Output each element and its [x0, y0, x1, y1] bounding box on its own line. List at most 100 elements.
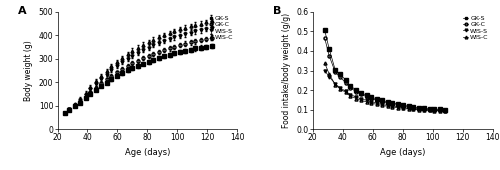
GK-S	[389, 102, 395, 104]
WIS-C	[395, 107, 401, 109]
WIS-C	[400, 107, 406, 109]
WIS-C	[406, 108, 411, 110]
GK-S	[347, 85, 353, 87]
WIS-C	[437, 110, 443, 112]
Line: GK-C: GK-C	[323, 37, 446, 112]
GK-C	[322, 37, 328, 39]
WIS-C	[442, 110, 448, 112]
WIS-C	[389, 106, 395, 108]
GK-S	[400, 104, 406, 106]
WIS-S	[426, 109, 432, 111]
WIS-S	[347, 94, 353, 96]
WIS-C	[342, 91, 348, 94]
GK-C	[347, 87, 353, 89]
WIS-S	[374, 102, 380, 104]
GK-S	[426, 108, 432, 110]
GK-S	[332, 69, 338, 71]
GK-C	[416, 107, 422, 109]
WIS-C	[358, 99, 364, 101]
GK-C	[431, 109, 437, 111]
GK-C	[400, 105, 406, 107]
WIS-C	[426, 109, 432, 112]
GK-C	[336, 76, 342, 78]
WIS-C	[364, 101, 370, 103]
WIS-S	[384, 104, 390, 106]
GK-S	[420, 107, 426, 109]
Line: GK-S: GK-S	[323, 29, 446, 111]
GK-S	[416, 107, 422, 109]
GK-C	[353, 91, 359, 93]
GK-C	[368, 97, 374, 99]
Line: WIS-S: WIS-S	[323, 69, 446, 112]
WIS-C	[416, 109, 422, 111]
GK-C	[410, 107, 416, 109]
GK-S	[437, 108, 443, 111]
GK-S	[410, 106, 416, 108]
GK-S	[364, 94, 370, 96]
WIS-S	[431, 109, 437, 111]
WIS-S	[364, 99, 370, 101]
WIS-S	[389, 105, 395, 107]
WIS-S	[437, 109, 443, 112]
WIS-S	[442, 110, 448, 112]
GK-C	[342, 82, 348, 84]
Text: B: B	[273, 6, 281, 16]
WIS-S	[395, 106, 401, 108]
Legend: GK-S, GK-C, WIS-S, WIS-C: GK-S, GK-C, WIS-S, WIS-C	[463, 15, 489, 41]
GK-S	[353, 89, 359, 91]
WIS-C	[332, 84, 338, 86]
Line: WIS-C: WIS-C	[323, 62, 446, 113]
GK-C	[406, 106, 411, 108]
WIS-S	[368, 101, 374, 103]
GK-C	[437, 109, 443, 111]
GK-S	[431, 108, 437, 110]
WIS-C	[368, 102, 374, 104]
WIS-C	[431, 110, 437, 112]
WIS-S	[342, 90, 348, 92]
GK-C	[326, 55, 332, 57]
GK-S	[322, 29, 328, 31]
WIS-C	[374, 103, 380, 105]
WIS-S	[378, 103, 384, 105]
Text: A: A	[18, 6, 26, 16]
GK-S	[326, 48, 332, 50]
WIS-C	[326, 73, 332, 75]
WIS-S	[420, 109, 426, 111]
GK-S	[358, 92, 364, 94]
GK-C	[420, 108, 426, 110]
GK-C	[332, 71, 338, 73]
WIS-S	[400, 107, 406, 109]
WIS-C	[420, 109, 426, 111]
WIS-S	[336, 87, 342, 89]
WIS-S	[353, 96, 359, 98]
GK-S	[368, 96, 374, 98]
WIS-S	[358, 98, 364, 100]
GK-C	[442, 109, 448, 111]
WIS-S	[322, 70, 328, 72]
WIS-S	[332, 83, 338, 85]
GK-C	[364, 96, 370, 98]
WIS-C	[353, 97, 359, 99]
Legend: GK-S, GK-C, WIS-S, WIS-C: GK-S, GK-C, WIS-S, WIS-C	[208, 15, 234, 41]
WIS-C	[336, 88, 342, 90]
GK-S	[378, 99, 384, 101]
GK-C	[426, 108, 432, 111]
WIS-S	[416, 108, 422, 110]
X-axis label: Age (days): Age (days)	[124, 148, 170, 157]
GK-S	[336, 73, 342, 75]
GK-S	[342, 79, 348, 81]
X-axis label: Age (days): Age (days)	[380, 148, 426, 157]
WIS-C	[347, 95, 353, 97]
GK-C	[358, 93, 364, 95]
Y-axis label: Body weight (g): Body weight (g)	[24, 40, 33, 101]
GK-S	[374, 98, 380, 100]
GK-S	[395, 103, 401, 105]
WIS-C	[322, 62, 328, 64]
GK-S	[384, 101, 390, 103]
WIS-S	[326, 76, 332, 78]
Y-axis label: Food intake/body weight (g/g): Food intake/body weight (g/g)	[282, 13, 291, 128]
WIS-C	[384, 105, 390, 107]
GK-C	[378, 101, 384, 103]
GK-C	[395, 104, 401, 106]
WIS-C	[378, 104, 384, 106]
